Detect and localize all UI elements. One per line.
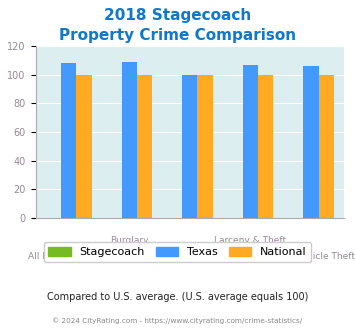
- Text: © 2024 CityRating.com - https://www.cityrating.com/crime-statistics/: © 2024 CityRating.com - https://www.city…: [53, 317, 302, 324]
- Text: Larceny & Theft: Larceny & Theft: [214, 236, 286, 245]
- Bar: [122, 62, 137, 218]
- Bar: [243, 65, 258, 218]
- Bar: [319, 75, 334, 218]
- Text: Motor Vehicle Theft: Motor Vehicle Theft: [267, 252, 355, 261]
- Text: Property Crime Comparison: Property Crime Comparison: [59, 28, 296, 43]
- Text: Compared to U.S. average. (U.S. average equals 100): Compared to U.S. average. (U.S. average …: [47, 292, 308, 302]
- Legend: Stagecoach, Texas, National: Stagecoach, Texas, National: [44, 242, 311, 262]
- Text: Arson: Arson: [177, 252, 203, 261]
- Bar: [258, 75, 273, 218]
- Bar: [304, 66, 319, 218]
- Bar: [76, 75, 92, 218]
- Text: Burglary: Burglary: [110, 236, 149, 245]
- Text: 2018 Stagecoach: 2018 Stagecoach: [104, 8, 251, 23]
- Bar: [182, 75, 197, 218]
- Bar: [197, 75, 213, 218]
- Bar: [137, 75, 152, 218]
- Text: All Property Crime: All Property Crime: [28, 252, 110, 261]
- Bar: [61, 63, 76, 218]
